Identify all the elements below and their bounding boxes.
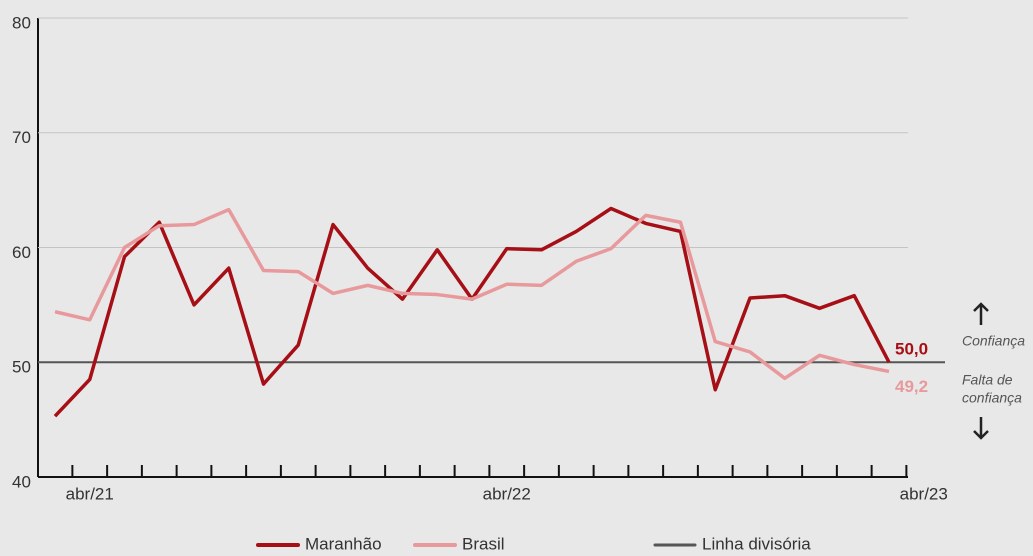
series-line [53,206,891,418]
value-label: 49,2 [895,377,928,396]
y-tick-label: 40 [12,472,31,491]
x-tick-label: abr/21 [66,484,114,503]
arrow-down [973,417,989,440]
x-tick-label: abr/23 [900,484,948,503]
y-tick-label: 60 [12,243,31,262]
value-label: 50,0 [895,340,928,359]
annotation-above: Confiança [962,333,1025,349]
y-tick-label: 80 [12,13,31,32]
series-line [54,207,890,381]
y-tick-label: 50 [12,358,31,377]
legend-label: Maranhão [305,534,382,553]
x-tick-label: abr/22 [483,484,531,503]
annotation-below: confiança [962,390,1022,406]
annotation-below: Falta de [962,372,1013,388]
y-tick-label: 70 [12,128,31,147]
legend-label: Brasil [462,534,505,553]
legend-label: Linha divisória [702,534,811,553]
arrow-up [973,302,989,325]
